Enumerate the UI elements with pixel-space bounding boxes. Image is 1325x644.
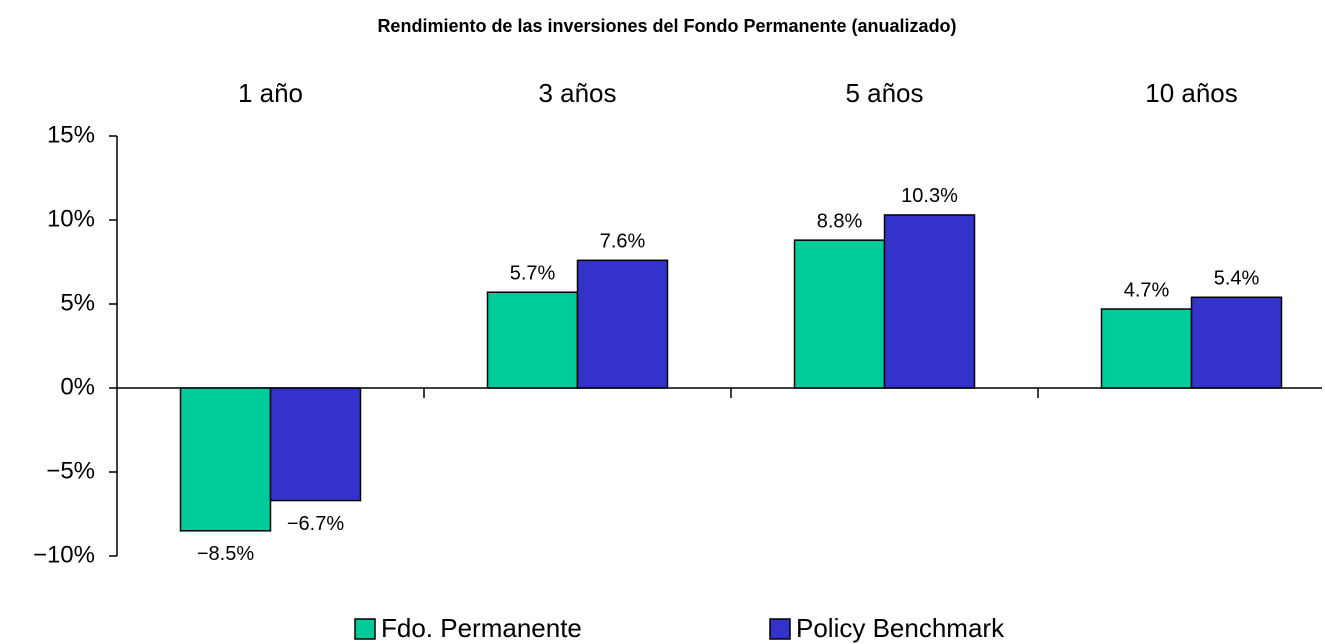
y-tick-label: −5% bbox=[46, 457, 95, 484]
chart-title: Rendimiento de las inversiones del Fondo… bbox=[377, 16, 956, 36]
value-label: 5.7% bbox=[510, 263, 556, 285]
y-tick-label: 0% bbox=[60, 373, 95, 400]
legend-swatch bbox=[354, 618, 376, 640]
bar bbox=[179, 387, 272, 532]
legend-label: Fdo. Permanente bbox=[381, 613, 582, 643]
bar bbox=[576, 259, 669, 389]
value-label: 4.7% bbox=[1124, 279, 1170, 301]
value-label: 5.4% bbox=[1214, 268, 1260, 290]
bar bbox=[883, 214, 976, 389]
y-tick-label: −10% bbox=[33, 541, 95, 568]
category-label: 1 año bbox=[238, 78, 303, 108]
bar bbox=[1100, 308, 1193, 389]
bar bbox=[1190, 296, 1283, 389]
bar bbox=[269, 387, 362, 502]
value-label: 10.3% bbox=[901, 185, 958, 207]
value-label: −8.5% bbox=[197, 543, 254, 565]
bar bbox=[486, 291, 579, 389]
category-label: 10 años bbox=[1145, 78, 1238, 108]
legend-swatch bbox=[769, 618, 791, 640]
value-label: −6.7% bbox=[287, 513, 344, 535]
bar bbox=[793, 239, 886, 389]
y-tick-label: 10% bbox=[47, 205, 95, 232]
category-label: 5 años bbox=[845, 78, 923, 108]
value-label: 8.8% bbox=[817, 210, 863, 232]
y-tick-label: 15% bbox=[47, 121, 95, 148]
y-tick-label: 5% bbox=[60, 289, 95, 316]
value-label: 7.6% bbox=[600, 231, 646, 253]
legend-label: Policy Benchmark bbox=[796, 613, 1005, 643]
category-label: 3 años bbox=[538, 78, 616, 108]
